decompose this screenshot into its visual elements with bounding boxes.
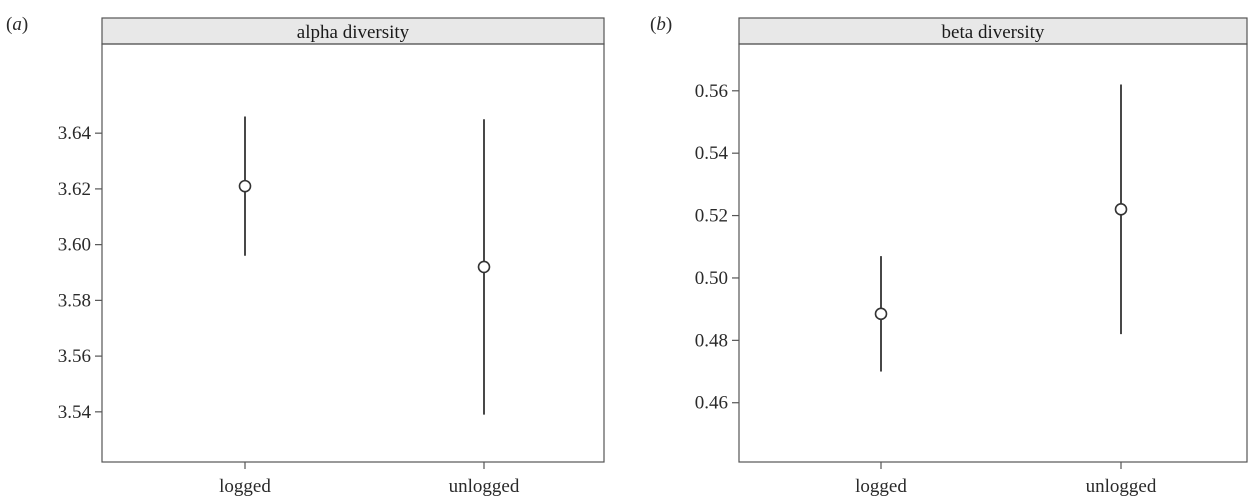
panel-b-point — [1114, 203, 1128, 216]
panel-a-ytick-label: 3.60 — [58, 235, 91, 256]
panel-b-letter-char: b — [656, 14, 666, 35]
panel-b-ytick-label: 0.48 — [695, 330, 728, 351]
panel-b: (b) beta diversity 0.460.480.500.520.540… — [650, 14, 1248, 497]
panel-a-letter: (a) — [6, 14, 28, 35]
panel-b-frame — [738, 43, 1248, 463]
panel-a-point — [238, 179, 252, 193]
panel-b-letter: (b) — [650, 14, 672, 35]
panel-a-ytick-label: 3.64 — [58, 123, 92, 144]
panel-a-ytick-label: 3.56 — [58, 346, 91, 367]
panel-b-point — [874, 307, 888, 321]
panel-a-point — [477, 260, 491, 274]
panel-a-plot: 3.54 3.56 3.58 3.60 3.62 3.64 logged unlogged — [58, 116, 520, 497]
panel-a-ytick-label: 3.62 — [58, 179, 91, 200]
panel-b-ytick-label: 0.50 — [695, 268, 728, 289]
panel-a-letter-close: ) — [22, 14, 28, 35]
panel-b-ytick-label: 0.46 — [695, 393, 728, 414]
panel-a-xtick-label: logged — [219, 476, 271, 497]
panel-b-letter-open: ( — [650, 14, 656, 35]
panel-b-ytick-label: 0.54 — [695, 143, 729, 164]
panel-a-letter-char: a — [12, 14, 22, 35]
panel-a-letter-open: ( — [6, 14, 12, 35]
panel-a-ytick-label: 3.58 — [58, 290, 91, 311]
panel-a-strip-label: alpha diversity — [297, 22, 410, 43]
panel-b-plot: 0.46 0.48 0.50 0.52 0.54 0.56 logged unlogged — [695, 81, 1157, 497]
panel-b-strip — [738, 17, 1248, 45]
panel-b-strip-label: beta diversity — [942, 22, 1045, 43]
panel-a-frame — [101, 43, 605, 463]
panel-b-xtick-label: logged — [855, 476, 907, 497]
panel-a-ytick-label: 3.54 — [58, 402, 92, 423]
panel-b-letter-close: ) — [666, 14, 672, 35]
panel-a-xtick-label: unlogged — [449, 476, 520, 497]
panel-b-ytick-label: 0.56 — [695, 81, 728, 102]
panel-a: (a) alpha diversity 3.54 3.56 3.58 3.60 3.62… — [6, 14, 605, 497]
panel-b-ytick-label: 0.52 — [695, 206, 728, 227]
panel-b-xtick-label: unlogged — [1086, 476, 1157, 497]
